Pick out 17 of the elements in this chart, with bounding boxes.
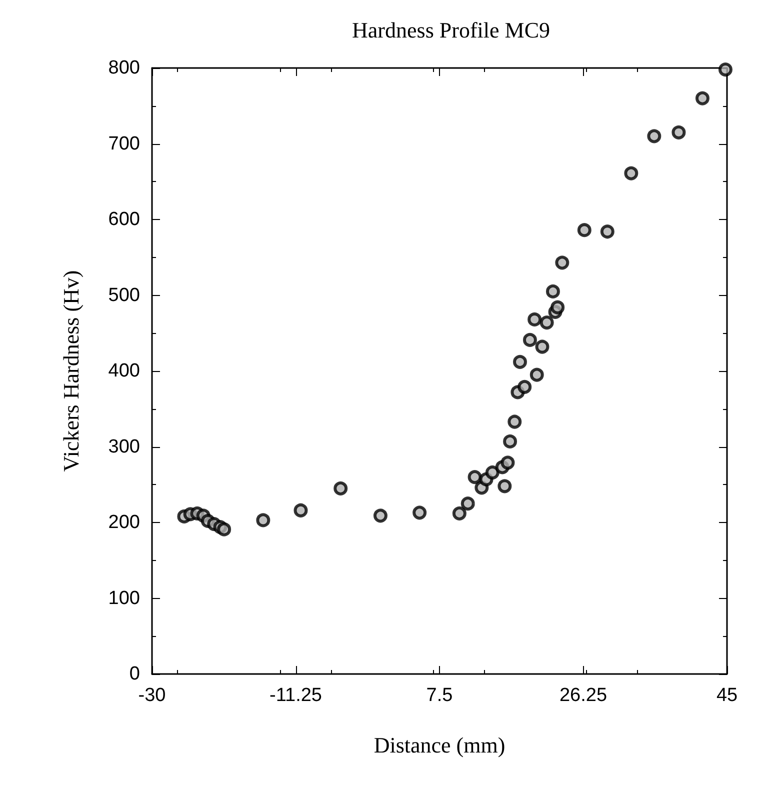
y-tick-label: 800 (108, 58, 140, 78)
y-tick-label: 300 (108, 436, 140, 458)
y-tick-label: 100 (108, 588, 140, 609)
y-tick-label: 200 (108, 512, 140, 533)
y-tick-label: 700 (108, 133, 140, 154)
y-tick-label: 600 (108, 209, 140, 230)
x-tick-label: -11.25 (270, 685, 322, 706)
x-tick-label: 26.25 (559, 685, 608, 706)
x-axis-title: Distance (mm) (374, 732, 506, 758)
y-tick-label: 0 (129, 664, 140, 684)
x-tick-label: 45 (716, 685, 738, 706)
y-tick-label: 500 (108, 284, 140, 306)
x-tick-label: 7.5 (426, 685, 453, 706)
x-tick-label: -30 (138, 685, 166, 706)
chart-title: Hardness Profile MC9 (352, 18, 550, 42)
y-tick-label: 400 (108, 360, 140, 382)
y-axis-title: Vickers Hardness (Hv) (58, 270, 84, 472)
